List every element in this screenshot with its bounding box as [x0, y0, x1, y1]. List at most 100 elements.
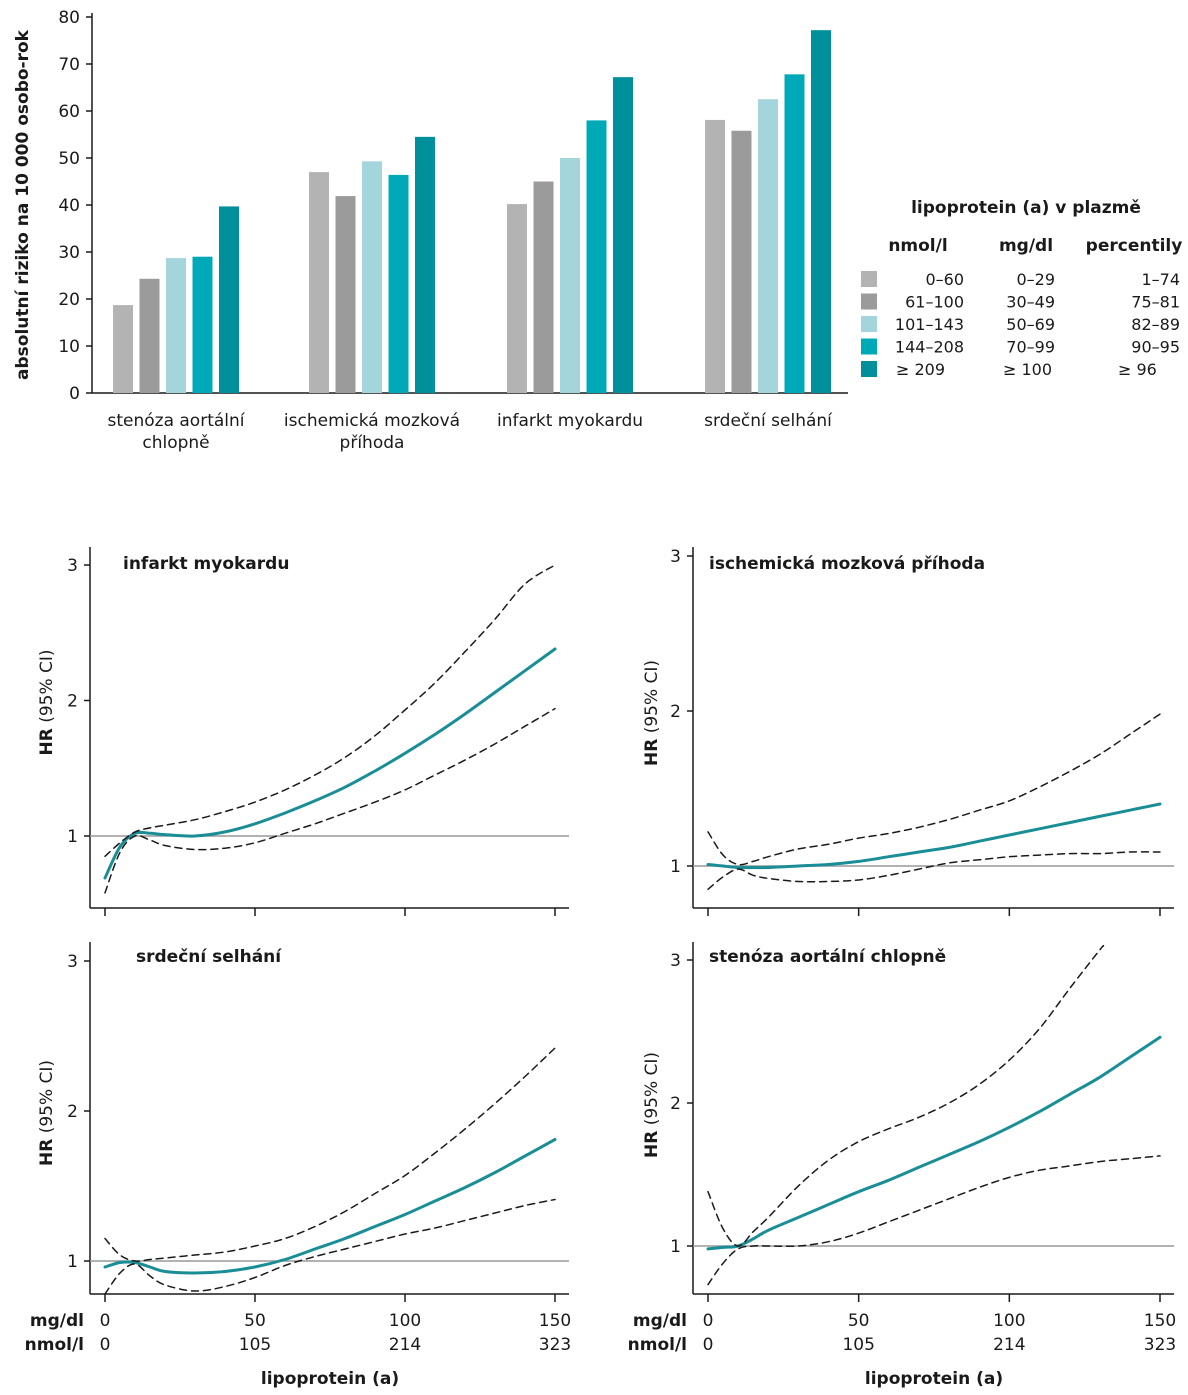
bar-ischemick-mozkov-p-hoda-s5 [415, 136, 435, 393]
hr-panel-stenoza-aortalni-chlopne: 1 2 3 0 0 50 105 100 214 150 323 mg/dl nmol/l lipopro… [628, 942, 1176, 1389]
ci-lower-curve [104, 707, 556, 894]
y-tick-label: 3 [67, 952, 78, 972]
x-tick-label-mgdl: 150 [1144, 1311, 1176, 1331]
y-tick-label: 1 [67, 1252, 78, 1272]
x-tick-label-mgdl: 100 [993, 1311, 1025, 1331]
category-label: chlopně [142, 433, 209, 453]
x-tick-label-nmol: 105 [239, 1335, 271, 1355]
hr-curve [103, 647, 557, 880]
legend-header: percentily [1086, 236, 1183, 256]
legend-header: mg/dl [999, 236, 1053, 256]
bar-ischemick-mozkov-p-hoda-s3 [362, 161, 382, 393]
y-axis-title-bold: HR [642, 739, 662, 766]
bar-srde-n-selh-n-s4 [784, 74, 805, 393]
category-label: stenóza aortální [107, 411, 245, 431]
y-axis-title: HR (95% CI) [642, 660, 662, 766]
y-tick-label: 3 [670, 547, 681, 567]
y-axis-title: HR (95% CI) [37, 649, 57, 755]
ci-upper-curve [104, 564, 556, 858]
legend-nmol: 61–100 [905, 293, 964, 312]
y-tick-label: 2 [67, 1102, 78, 1122]
hr-panel-srdecni-selhani: 1 2 3 0 0 50 105 100 214 150 323 mg/dl nmol/l lipopro… [25, 942, 571, 1389]
bar-infarkt-myokardu-s4 [586, 120, 607, 394]
category-label: infarkt myokardu [497, 411, 643, 431]
panel-title: srdeční selhání [136, 947, 282, 967]
bar-chart: 0 10 20 30 40 50 60 70 80 absolutní riziko na 10 … [13, 8, 848, 453]
y-tick-label: 30 [58, 243, 80, 263]
y-tick-label: 0 [69, 384, 80, 404]
y-tick-label: 1 [67, 827, 78, 847]
legend-mgdl: 30–49 [1006, 293, 1055, 312]
ci-lower-curve [707, 851, 1161, 891]
x-tick-label-mgdl: 100 [389, 1311, 421, 1331]
bar-sten-za-aort-ln-chlopn-s3 [166, 258, 186, 393]
y-tick-label: 3 [67, 556, 78, 576]
y-axis-title-rest: (95% CI) [37, 1060, 57, 1139]
bar-sten-za-aort-ln-chlopn-s4 [192, 256, 213, 393]
bar-ischemick-mozkov-p-hoda-s1 [309, 172, 329, 393]
bar-sten-za-aort-ln-chlopn-s2 [139, 278, 160, 393]
x-axis-unit-nmol: nmol/l [25, 1335, 84, 1355]
ci-lower-curve [104, 1198, 556, 1295]
y-tick-label: 1 [670, 857, 681, 877]
legend-mgdl: ≥ 100 [1003, 360, 1052, 379]
bar-sten-za-aort-ln-chlopn-s1 [113, 305, 133, 393]
bar-legend: lipoprotein (a) v plazmě nmol/l mg/dl perce… [861, 198, 1182, 379]
panel-title: ischemická mozková příhoda [709, 554, 985, 574]
legend-percentile: 1–74 [1141, 270, 1180, 289]
x-tick-label-mgdl: 50 [244, 1311, 266, 1331]
legend-swatch [861, 361, 877, 377]
legend-mgdl: 70–99 [1006, 338, 1055, 357]
legend-swatch [861, 293, 877, 310]
y-axis-title-rest: (95% CI) [642, 660, 662, 739]
y-axis-title-rest: (95% CI) [37, 649, 57, 728]
legend-title: lipoprotein (a) v plazmě [911, 198, 1141, 218]
y-tick-label: 2 [67, 692, 78, 712]
y-axis-title-bold: HR [37, 728, 57, 755]
ci-upper-curve [707, 713, 1161, 866]
y-axis-title-bold: HR [37, 1139, 57, 1166]
legend-swatch [861, 338, 877, 355]
bar-srde-n-selh-n-s1 [705, 119, 725, 394]
y-tick-label: 3 [670, 951, 681, 971]
y-axis-title-bold: HR [642, 1131, 662, 1158]
bar-infarkt-myokardu-s3 [560, 158, 580, 393]
hr-curve [706, 802, 1162, 870]
bar-srde-n-selh-n-s5 [811, 30, 831, 393]
y-axis-title-rest: (95% CI) [642, 1052, 662, 1131]
category-label: ischemická mozková [284, 411, 460, 431]
bar-sten-za-aort-ln-chlopn-s5 [219, 206, 239, 393]
legend-percentile: ≥ 96 [1118, 360, 1157, 379]
x-tick-label-mgdl: 0 [703, 1311, 714, 1331]
legend-percentile: 90–95 [1131, 338, 1180, 357]
category-label: příhoda [340, 433, 405, 453]
x-tick-label-mgdl: 150 [539, 1311, 571, 1331]
y-tick-label: 2 [670, 1094, 681, 1114]
legend-swatch [861, 316, 877, 332]
legend-nmol: 0–60 [925, 270, 964, 289]
ci-upper-curve [104, 1047, 556, 1262]
hr-panel-infarkt-myokardu: 1 2 3 HR (95% CI) infarkt myokardu [37, 547, 569, 916]
x-tick-label-nmol: 214 [389, 1335, 421, 1355]
bar-infarkt-myokardu-s5 [613, 77, 633, 393]
legend-nmol: 101–143 [895, 315, 964, 334]
panel-title: stenóza aortální chlopně [709, 947, 946, 967]
hr-curve [103, 1138, 557, 1275]
bar-infarkt-myokardu-s1 [507, 204, 527, 393]
x-tick-label-nmol: 0 [703, 1335, 714, 1355]
x-tick-label-mgdl: 50 [848, 1311, 870, 1331]
hr-panel-ischemicka-mozkova-prihoda: 1 2 3 HR (95% CI) ischemická mozková příhoda [642, 547, 1174, 916]
y-tick-label: 40 [58, 196, 80, 216]
x-axis-unit-nmol: nmol/l [628, 1335, 687, 1355]
x-tick-label-nmol: 0 [100, 1335, 111, 1355]
bar-srde-n-selh-n-s3 [758, 99, 778, 393]
y-tick-label: 60 [58, 102, 80, 122]
y-tick-label: 80 [58, 8, 80, 28]
legend-nmol: ≥ 209 [896, 360, 945, 379]
legend-header: nmol/l [888, 236, 947, 256]
hr-curve [706, 1035, 1162, 1251]
y-tick-label: 10 [58, 337, 80, 357]
x-tick-label-nmol: 214 [993, 1335, 1025, 1355]
panel-title: infarkt myokardu [123, 554, 289, 574]
